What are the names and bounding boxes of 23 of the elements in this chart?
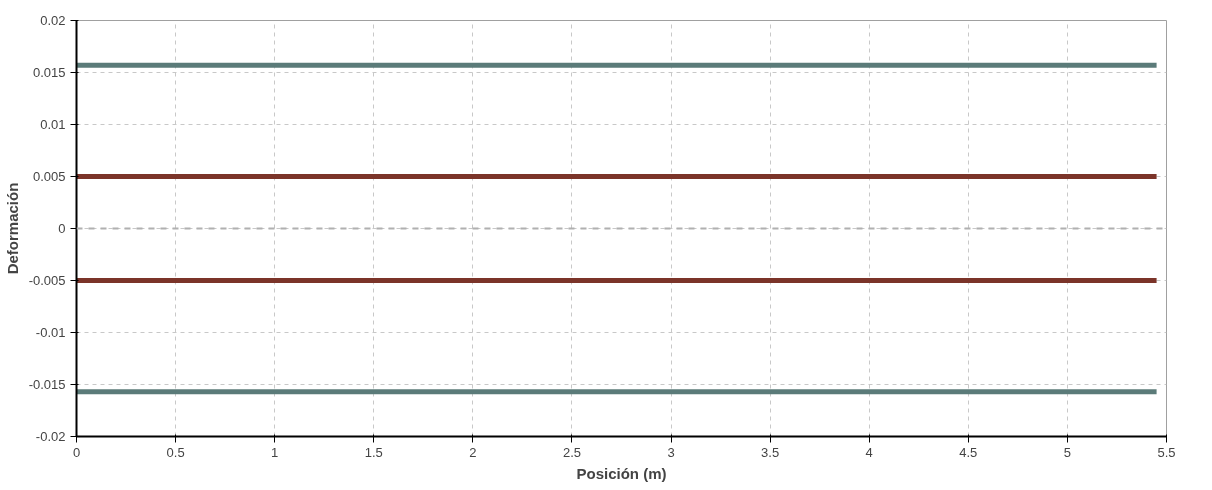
x-tick-label: 2.5 [562,444,581,460]
x-tick-label: 1 [271,444,279,460]
x-tick-label: 4.5 [959,444,978,460]
x-tick-label: 5.5 [1157,444,1176,460]
y-tick-label: 0.005 [32,169,66,184]
y-tick-label: 0.02 [40,13,66,28]
y-tick-label: -0.005 [28,273,66,288]
x-tick-label: 4 [865,444,873,460]
y-tick-label: -0.015 [28,377,66,392]
x-tick-label: 0.5 [166,444,185,460]
x-tick-label: 3.5 [761,444,780,460]
y-tick-label: 0.01 [40,117,66,132]
x-axis-title: Posición (m) [576,464,667,482]
x-tick-label: 3 [667,444,675,460]
x-tick-label: 5 [1063,444,1072,460]
x-tick-label: 2 [469,444,477,460]
y-tick-label: -0.01 [35,325,66,340]
x-tick-label: 1.5 [364,444,383,460]
y-axis-title: Deformación [3,182,21,275]
y-tick-label: 0 [58,221,66,236]
x-tick-label: 0 [72,444,81,460]
y-tick-label: -0.02 [35,429,66,444]
y-tick-label: 0.015 [32,65,66,80]
